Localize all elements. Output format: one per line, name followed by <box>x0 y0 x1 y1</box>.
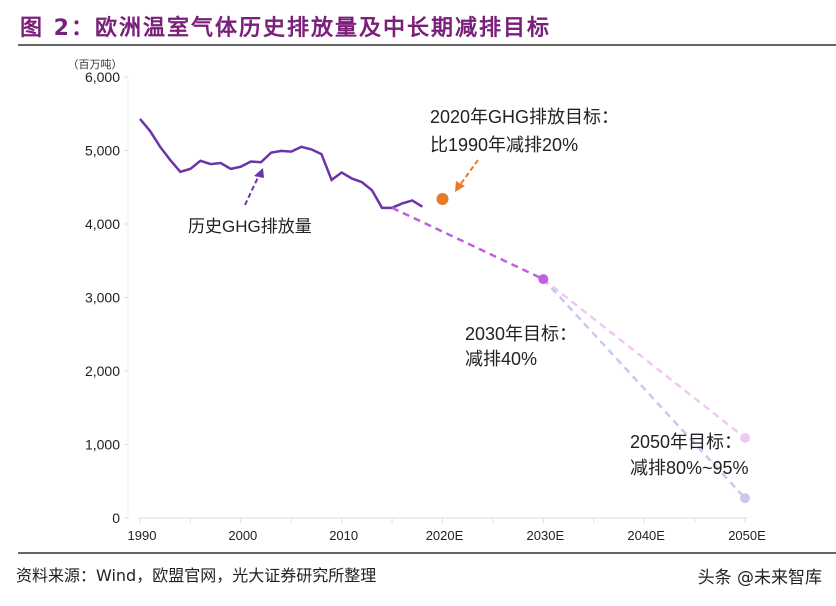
target-2020-arrow <box>459 159 479 186</box>
target-2050-low-point <box>740 493 750 504</box>
top-rule <box>18 44 836 46</box>
history-line <box>139 118 423 210</box>
x-tick-label: 2030E <box>527 528 565 543</box>
target-2030-label-line1: 2030年目标： <box>465 324 577 344</box>
trend-2050-low-dashed <box>542 278 746 500</box>
target-2050-high-point <box>740 432 750 443</box>
history-label: 历史GHG排放量 <box>188 217 312 236</box>
target-2020-label-line1: 2020年GHG排放目标： <box>430 107 619 127</box>
unit-label: （百万吨） <box>68 58 123 71</box>
y-tick-label: 0 <box>112 510 120 526</box>
history-arrow <box>244 172 261 206</box>
watermark: 头条 @未来智库 <box>697 568 822 588</box>
trend-2050-high-dashed <box>542 278 746 439</box>
trend-2030-dashed <box>391 206 544 281</box>
x-tick-label: 2050E <box>728 528 766 543</box>
y-tick-label: 4,000 <box>85 216 120 232</box>
bottom-rule <box>18 552 836 554</box>
target-2020-label-line2: 比1990年减排20% <box>430 135 578 155</box>
history-arrow-head <box>254 168 264 178</box>
x-tick-label: 2040E <box>627 528 665 543</box>
target-2020-point <box>436 193 449 206</box>
y-tick-label: 1,000 <box>85 437 120 453</box>
target-2050-label-line2: 减排80%~95% <box>630 458 749 478</box>
x-tick-label: 1990 <box>128 528 157 543</box>
x-tick-label: 2000 <box>228 528 257 543</box>
target-2030-label-line2: 减排40% <box>465 349 537 369</box>
source-note: 资料来源：Wind，欧盟官网，光大证券研究所整理 <box>16 566 377 585</box>
target-2050-label-line1: 2050年目标： <box>630 432 742 452</box>
y-tick-label: 5,000 <box>85 143 120 159</box>
y-tick-label: 3,000 <box>85 290 120 306</box>
y-tick-label: 2,000 <box>85 363 120 379</box>
figure-title: 图 2：欧洲温室气体历史排放量及中长期减排目标 <box>20 16 551 41</box>
target-2020-arrow-head <box>455 181 465 192</box>
y-tick-label: 6,000 <box>85 69 120 85</box>
target-2030-point <box>538 274 549 285</box>
x-tick-label: 2020E <box>426 528 464 543</box>
x-tick-label: 2010 <box>329 528 358 543</box>
